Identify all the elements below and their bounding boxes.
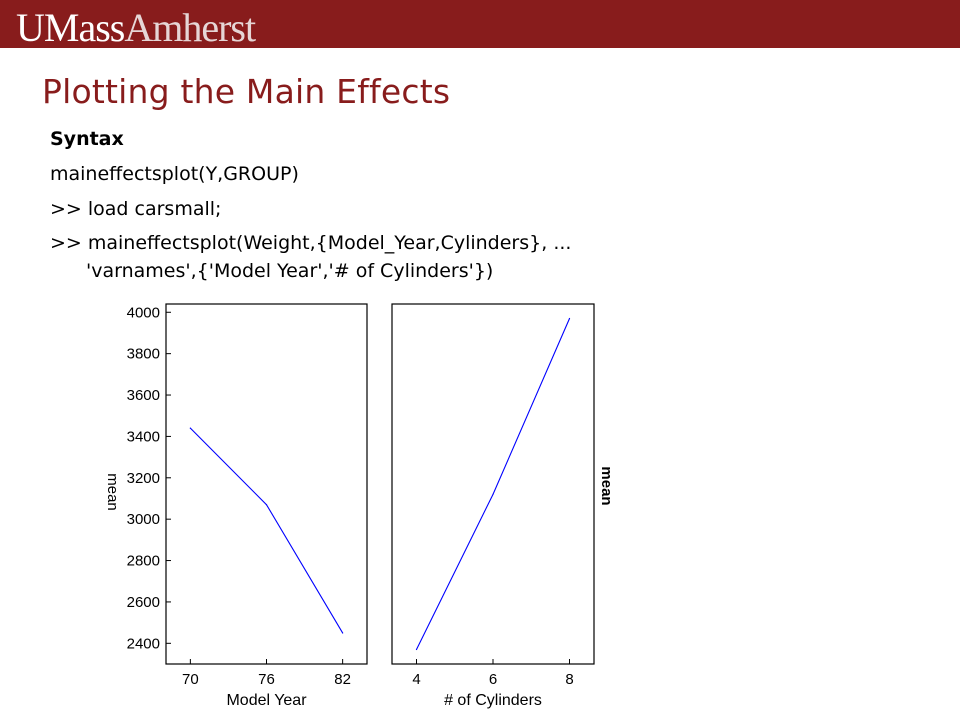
- logo-text-secondary: Amherst: [124, 5, 256, 50]
- data-point: [568, 317, 571, 320]
- data-point: [415, 648, 418, 651]
- umass-amherst-logo: UMassAmherst: [16, 5, 256, 50]
- syntax-heading: Syntax: [50, 128, 124, 150]
- x-tick-label: 4: [412, 671, 420, 688]
- x-tick-label: 76: [258, 671, 275, 688]
- data-point: [342, 632, 344, 634]
- y-axis-label-left: mean: [104, 473, 121, 511]
- data-point: [265, 504, 268, 506]
- y-tick-label: 2400: [127, 635, 160, 652]
- x-tick-label: 6: [489, 671, 497, 688]
- x-tick-label: 70: [182, 671, 199, 688]
- y-tick-label: 2600: [127, 594, 160, 611]
- code-line-varnames: 'varnames',{'Model Year','# of Cylinders…: [86, 260, 494, 282]
- plot-frame-model-year: [165, 303, 368, 665]
- y-tick-label: 3800: [127, 346, 160, 363]
- plot-frame-cylinders: [391, 303, 595, 665]
- main-effects-plot: 2400 2600 2800 3000 3200 3400 3600 3800 4000 70 76…: [104, 303, 614, 709]
- header-banner: UMassAmherst: [0, 0, 960, 48]
- code-line-call: >> maineffectsplot(Weight,{Model_Year,Cy…: [50, 232, 572, 254]
- y-tick-label: 4000: [127, 304, 160, 321]
- x-axis-label: # of Cylinders: [444, 692, 542, 709]
- x-tick-label: 8: [565, 671, 573, 688]
- code-line-load: >> load carsmall;: [50, 198, 222, 220]
- y-tick-label: 2800: [127, 553, 160, 570]
- x-tick-label: 82: [334, 671, 351, 688]
- y-tick-label: 3000: [127, 511, 160, 528]
- y-tick-label: 3600: [127, 387, 160, 404]
- y-tick-label: 3400: [127, 428, 160, 445]
- data-point: [189, 427, 191, 429]
- x-axis-label: Model Year: [226, 692, 307, 709]
- slide-title: Plotting the Main Effects: [42, 72, 451, 111]
- y-axis-label-right: mean: [598, 466, 614, 505]
- y-tick-label: 3200: [127, 470, 160, 487]
- syntax-signature: maineffectsplot(Y,GROUP): [50, 163, 299, 185]
- data-point: [492, 493, 494, 495]
- logo-text-primary: UMass: [16, 5, 125, 50]
